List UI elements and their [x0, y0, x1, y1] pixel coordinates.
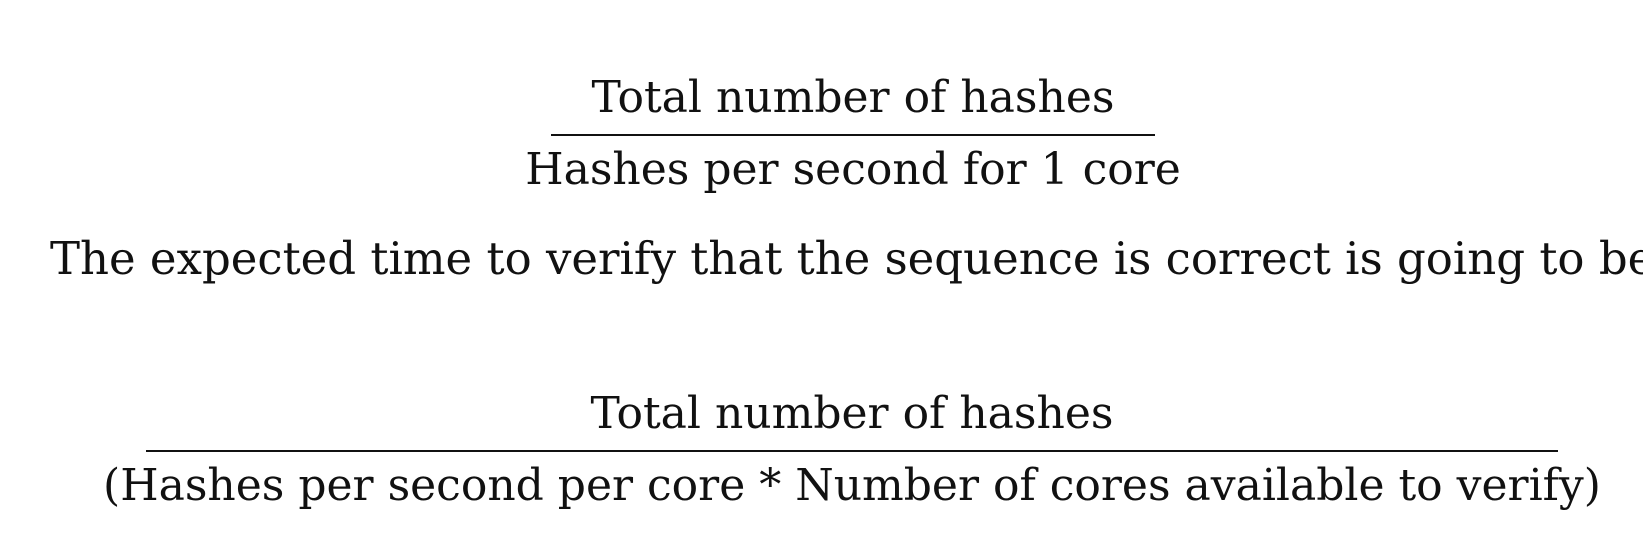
fraction-bar [551, 134, 1155, 136]
fraction-bar [146, 450, 1558, 452]
fraction-denominator: (Hashes per second per core * Number of … [103, 460, 1601, 511]
fraction-time-verify: Total number of hashes (Hashes per secon… [103, 388, 1601, 508]
body-text-sentence: The expected time to verify that the seq… [50, 232, 1643, 285]
fraction-denominator: Hashes per second for 1 core [525, 144, 1181, 195]
fraction-numerator: Total number of hashes [591, 72, 1115, 123]
fraction-time-single-core: Total number of hashes Hashes per second… [525, 72, 1181, 192]
fraction-numerator: Total number of hashes [590, 388, 1114, 439]
